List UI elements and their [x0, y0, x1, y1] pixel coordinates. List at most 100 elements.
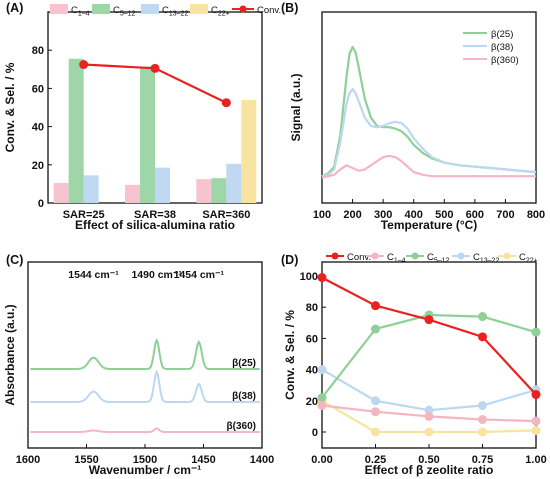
- legend-swatch: [190, 4, 208, 14]
- peak-annotation: 1490 cm⁻¹: [131, 269, 182, 281]
- panel-b-label: (B): [281, 1, 298, 15]
- panel-d-xtick-label: 1.00: [525, 454, 546, 466]
- ratio-point-C22+: [371, 427, 380, 437]
- panel-a-ytick-label: 80: [32, 45, 44, 57]
- panel-a-ylabel: Conv. & Sel. / %: [3, 62, 17, 152]
- legend-swatch: [92, 4, 110, 14]
- panel-d-xtick-label: 0.50: [418, 454, 439, 466]
- panel-d-ytick-label: 100: [300, 271, 318, 283]
- ir-curve-β(25): [30, 338, 260, 370]
- tpd-curve-β(38): [321, 88, 537, 178]
- ratio-point-Conv.: [478, 332, 487, 342]
- panel-c: 1600 1550 1500 1450 1400 β(25) β(38) β(360) 1544…: [3, 253, 274, 477]
- panel-b-xtick-label: 100: [313, 209, 331, 221]
- legend-label: C13–22: [473, 252, 499, 265]
- panel-d-xlabel: Effect of β zeolite ratio: [365, 463, 494, 477]
- legend-label: C22+: [519, 252, 538, 265]
- panel-a-category-label: SAR=38: [134, 209, 176, 221]
- legend-marker: [411, 252, 419, 260]
- panel-a-label: (A): [6, 1, 23, 15]
- ir-series-label: β(360): [227, 421, 256, 432]
- ratio-point-C1–4: [531, 416, 541, 426]
- legend-label: β(38): [491, 42, 513, 53]
- tpd-curve-β(360): [321, 154, 536, 179]
- panel-d-label: (D): [281, 253, 298, 267]
- panel-d-ytick-label: 0: [312, 427, 318, 439]
- panel-c-label: (C): [6, 253, 23, 267]
- panel-b-xlabel: Temperature (°C): [381, 218, 478, 232]
- ratio-line-C5–12: [321, 313, 537, 399]
- legend-label: Conv.: [347, 252, 371, 263]
- ratio-point-C13–22: [424, 405, 434, 415]
- bar-C5–12-SAR=360: [211, 178, 227, 203]
- legend-label: β(360): [491, 55, 519, 66]
- bar-C13–22-SAR=38: [155, 167, 170, 203]
- ir-series-label: β(25): [232, 358, 256, 369]
- legend-label: C5–12: [113, 5, 136, 18]
- legend-label: C5–12: [427, 252, 450, 265]
- ratio-line-C13–22: [321, 368, 537, 412]
- panel-d-ytick-label: 40: [306, 365, 318, 377]
- bar-C1–4-SAR=25: [53, 182, 69, 203]
- ratio-point-C22+: [531, 425, 541, 435]
- ir-curve-β(360): [30, 427, 260, 433]
- ratio-point-C1–4: [478, 415, 487, 425]
- panel-a-category-label: SAR=360: [202, 209, 250, 221]
- panel-d-xtick-label: 0.25: [365, 454, 386, 466]
- peak-annotation: 1454 cm⁻¹: [174, 269, 225, 281]
- panel-c-ylabel: Absorbance (a.u.): [3, 304, 17, 405]
- panel-b-frame: [321, 11, 537, 204]
- panel-d-ytick-label: 60: [306, 333, 318, 345]
- legend-marker-conv: [239, 5, 247, 13]
- panel-a-ytick-label: 20: [32, 160, 44, 172]
- ratio-line-Conv.: [321, 276, 537, 396]
- panel-c-xtick-label: 1500: [133, 454, 157, 466]
- legend-label: C1–4: [387, 252, 406, 265]
- legend-label: β(25): [491, 29, 513, 40]
- conv-point: [150, 63, 160, 73]
- bar-C22+-SAR=360: [241, 99, 257, 203]
- conv-point: [79, 60, 89, 70]
- ratio-point-C5–12: [371, 324, 380, 334]
- panel-b: 100 200 300 400 500 600 700 800 β(25) β(38) β(360)…: [281, 1, 545, 232]
- panel-d-xtick-label: 0.00: [311, 454, 332, 466]
- ir-curve-β(38): [30, 369, 260, 403]
- bar-C5–12-SAR=25: [68, 58, 84, 203]
- panel-a-ytick-label: 40: [32, 122, 44, 134]
- panel-b-xtick-label: 800: [527, 209, 545, 221]
- bar-C1–4-SAR=360: [196, 179, 212, 203]
- ratio-point-C5–12: [317, 393, 327, 403]
- ratio-point-Conv.: [317, 273, 327, 283]
- panel-b-xtick-label: 200: [343, 209, 361, 221]
- legend-label-conv: Conv.: [257, 5, 281, 16]
- ratio-point-C1–4: [317, 400, 327, 410]
- legend-marker: [371, 252, 379, 260]
- panel-d-ytick-label: 80: [306, 302, 318, 314]
- panel-c-xtick-label: 1450: [191, 454, 215, 466]
- ratio-point-Conv.: [371, 301, 380, 311]
- ratio-point-C5–12: [531, 327, 541, 337]
- panel-b-xtick-label: 400: [405, 209, 423, 221]
- ratio-point-C13–22: [478, 400, 487, 410]
- legend-marker: [331, 252, 339, 260]
- panel-b-xtick-label: 300: [374, 209, 392, 221]
- ratio-point-Conv.: [531, 390, 541, 400]
- ratio-point-C1–4: [424, 411, 434, 421]
- panel-a-ytick-label: 0: [38, 198, 44, 210]
- ratio-point-C1–4: [371, 407, 380, 417]
- ratio-point-C13–22: [317, 365, 327, 375]
- legend-label: C1–4: [71, 5, 90, 18]
- legend-swatch: [141, 4, 159, 14]
- bar-C1–4-SAR=38: [125, 184, 140, 203]
- legend-label: C13–22: [162, 5, 188, 18]
- panel-a-xlabel: Effect of silica-alumina ratio: [75, 218, 235, 232]
- panel-d: 0 20 40 60 80 100 0.00 0.25 0.50 0.75 1.00 Conv. C1–…: [281, 252, 547, 477]
- panel-b-xtick-label: 600: [466, 209, 484, 221]
- ir-series-label: β(38): [232, 391, 256, 402]
- legend-swatch: [50, 4, 68, 14]
- ratio-point-Conv.: [424, 315, 434, 325]
- panel-b-xtick-label: 700: [496, 209, 514, 221]
- legend-marker: [457, 252, 465, 260]
